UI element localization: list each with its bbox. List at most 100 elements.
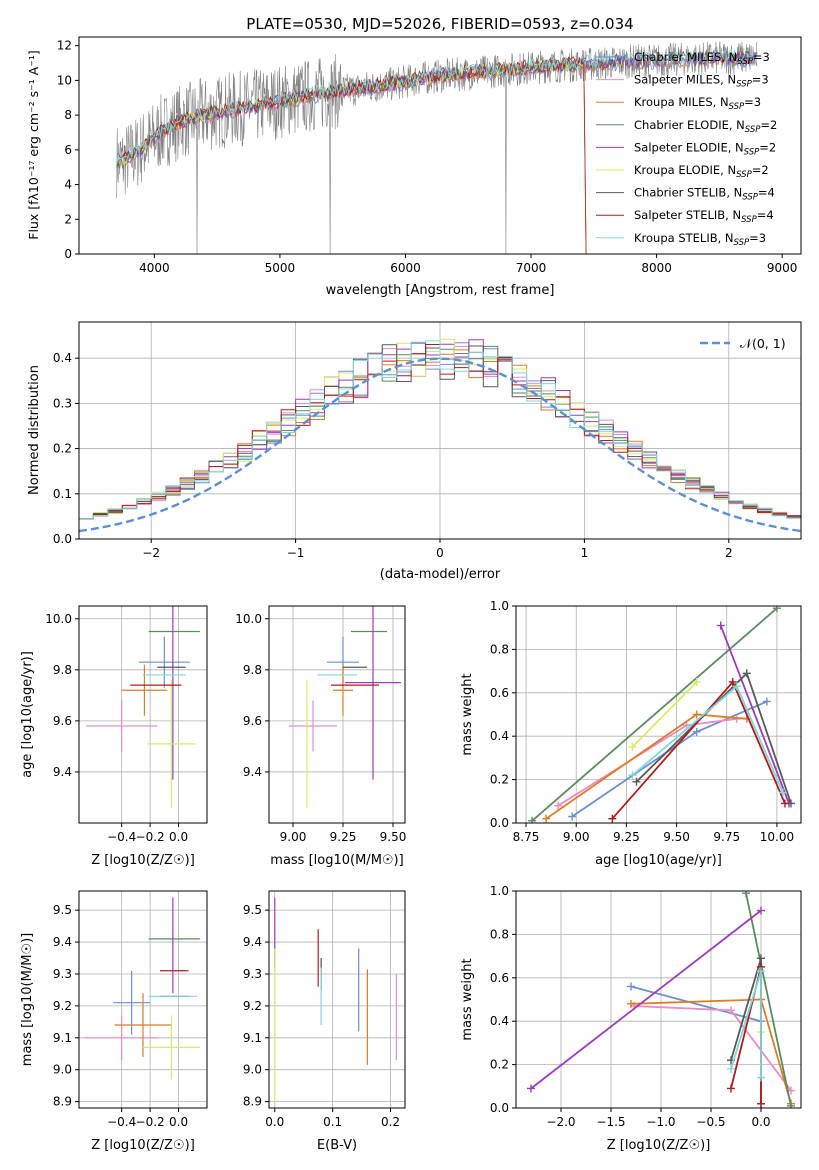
y-tick-label: 10 [57,73,72,87]
plot-area [289,606,401,808]
legend-label: Kroupa ELODIE, NSSP=2 [634,163,769,180]
plot-area [86,606,200,808]
x-tick-label: −1.5 [596,1115,625,1129]
plus-marker [628,743,637,752]
model-fit-line [116,48,758,166]
y-tick-label: 0.4 [490,1014,509,1028]
axes-box [78,605,208,824]
x-tick-label: 6000 [390,261,421,275]
x-tick-label: −0.4 [107,1115,136,1129]
x-tick-label: 0.0 [265,1115,284,1129]
panel-residuals: −2 −1 0 1 2 0.0 0.1 0.2 0.3 0.4 𝒩(0, 1) (data-model… [27,321,802,582]
y-tick-label: 0.0 [490,1101,509,1115]
x-tick-label: 9000 [767,261,798,275]
y-axis-label: Flux [fλ10⁻¹⁷ erg cm⁻² s⁻¹ A⁻¹] [26,50,41,239]
x-tick-label: 7000 [516,261,547,275]
x-axis-label: (data-model)/error [380,567,501,582]
y-tick-label: 9.0 [53,1063,72,1077]
plus-marker [757,906,765,915]
x-tick-label: −0.2 [136,1115,165,1129]
plus-marker [728,677,737,686]
x-axis-label: E(B-V) [317,1138,357,1153]
x-tick-label: −2 [142,546,160,560]
y-tick-label: 9.2 [53,999,72,1013]
plus-marker [554,801,563,810]
legend-label: Chabrier MILES, NSSP=3 [634,50,770,67]
axes-frame: 9.00 9.25 9.50 9.4 9.6 9.8 10.0 [235,605,406,844]
y-tick-label: 0.8 [490,927,509,941]
x-tick-label: 8.75 [513,830,540,844]
y-tick-label: 0.4 [490,729,509,743]
y-axis-label: mass weight [460,673,475,755]
panel-spectrum: 4000 5000 6000 7000 8000 9000 0 2 4 6 8 10 12 Chabrie… [26,36,802,298]
y-tick-label: 0.0 [53,532,72,546]
plus-marker [632,777,641,786]
plot-area [79,338,801,533]
x-tick-label: 9.75 [713,830,740,844]
y-tick-label: 2 [64,212,72,226]
y-tick-label: 0.3 [53,396,72,410]
y-tick-label: 9.8 [53,663,72,677]
plus-marker [762,697,771,706]
x-tick-label: −1 [287,546,305,560]
legend: 𝒩(0, 1) [700,336,786,351]
plus-marker [608,814,617,823]
y-tick-label: 0.0 [490,816,509,830]
y-tick-label: 9.3 [53,967,72,981]
plus-marker [732,682,741,691]
y-tick-label: 6 [64,143,72,157]
normal-curve [79,357,801,533]
figure-title: PLATE=0530, MJD=52026, FIBERID=0593, z=0… [246,15,633,33]
axes-frame: −0.4 −0.2 0.0 9.4 9.6 9.8 10.0 [45,605,208,844]
x-tick-label: 2 [725,546,733,560]
x-tick-label: 0.2 [381,1115,400,1129]
legend-label: Salpeter ELODIE, NSSP=2 [634,140,776,157]
weight-line [631,684,784,793]
y-tick-label: 0.2 [53,442,72,456]
y-tick-label: 9.6 [53,714,72,728]
y-axis-label: age [log10(age/yr)] [20,651,35,778]
y-tick-label: 8 [64,108,72,122]
axes-frame: 4000 5000 6000 7000 8000 9000 0 2 4 6 8 10 12 [57,36,802,275]
y-tick-label: 0.6 [490,686,509,700]
y-tick-label: 0.2 [490,773,509,787]
x-tick-label: 0.1 [323,1115,342,1129]
legend-label: Salpeter MILES, NSSP=3 [634,73,769,90]
y-tick-label: 8.9 [53,1095,72,1109]
plus-marker [568,812,577,821]
y-tick-label: 0.8 [490,642,509,656]
legend-label: Chabrier ELODIE, NSSP=2 [634,118,777,135]
y-tick-label: 9.6 [243,714,262,728]
x-axis-label: Z [log10(Z/Z☉)] [91,1138,195,1153]
y-tick-label: 9.4 [243,765,262,779]
y-tick-label: 0.6 [490,971,509,985]
axes-frame: 0.0 0.1 0.2 8.9 9.0 9.1 9.2 9.3 9.4 9.5 [243,890,406,1129]
axes-box [78,36,802,255]
axes-box [515,605,802,824]
x-tick-label: 1 [581,546,589,560]
x-tick-label: −0.2 [136,830,165,844]
plus-marker [542,814,551,823]
weight-line [611,680,786,820]
y-axis-label: mass weight [460,958,475,1040]
axes-frame: −0.4 −0.2 0.0 8.9 9.0 9.1 9.2 9.3 9.4 9.5 [53,890,208,1129]
axes-frame: −2 −1 0 1 2 0.0 0.1 0.2 0.3 0.4 [53,321,802,560]
x-axis-label: mass [log10(M/M☉)] [270,853,403,868]
y-tick-label: 1.0 [490,599,509,613]
y-tick-label: 9.1 [243,1031,262,1045]
axes-box [78,890,208,1109]
y-tick-label: 0.1 [53,487,72,501]
panel-mass_vs_ebv: 0.0 0.1 0.2 8.9 9.0 9.1 9.2 9.3 9.4 9.5 E(B-V) [243,890,406,1153]
legend-label: Kroupa MILES, NSSP=3 [634,95,761,112]
plus-marker [772,606,781,613]
y-tick-label: 9.8 [243,663,262,677]
plus-marker [742,891,750,898]
plus-marker [727,1006,735,1015]
x-tick-label: 0.0 [169,1115,188,1129]
y-tick-label: 9.4 [53,765,72,779]
plus-marker [727,1084,735,1093]
y-tick-label: 8.9 [243,1095,262,1109]
panel-age_vs_mass: 9.00 9.25 9.50 9.4 9.6 9.8 10.0 mass [log10(M/M… [235,605,406,868]
y-tick-label: 9.5 [53,903,72,917]
y-tick-label: 0.4 [53,351,72,365]
